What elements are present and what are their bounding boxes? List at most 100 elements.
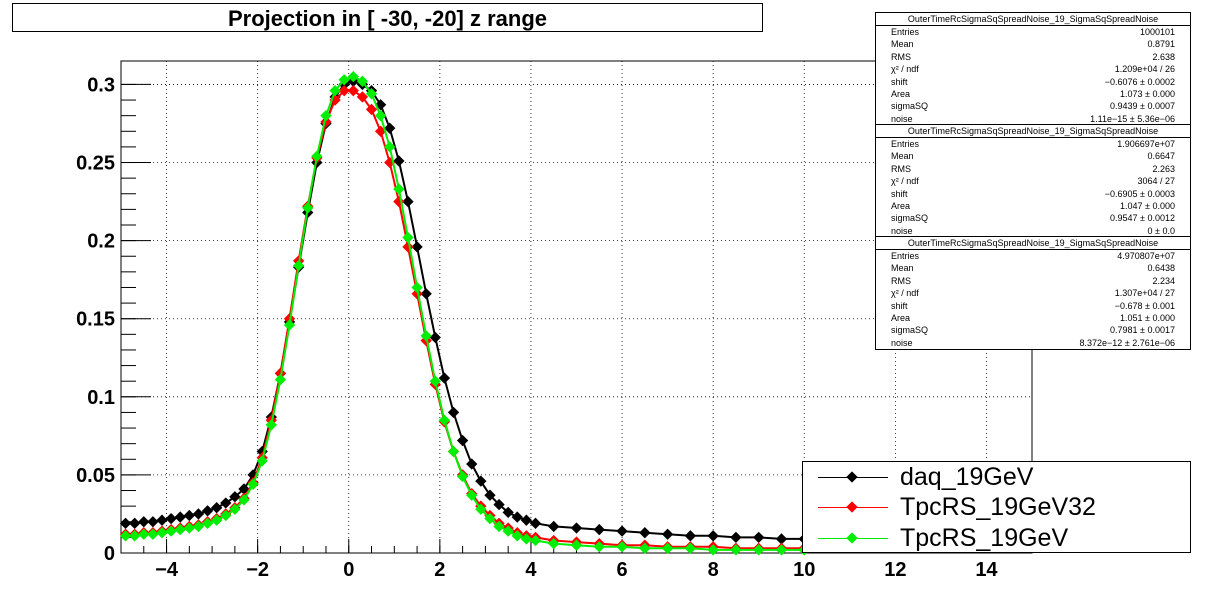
stats-row: Mean 0.6438 bbox=[876, 262, 1190, 274]
data-point bbox=[456, 434, 469, 447]
stats-value: 1.307e+04 / 27 bbox=[1114, 288, 1175, 299]
data-point bbox=[138, 516, 150, 528]
y-tick-label: 0.05 bbox=[76, 465, 115, 487]
x-tick-label: 10 bbox=[793, 559, 815, 581]
stats-value: −0.678 ± 0.001 bbox=[1114, 300, 1175, 311]
data-point bbox=[707, 544, 719, 556]
data-point bbox=[292, 259, 305, 272]
data-point bbox=[511, 511, 523, 523]
stats-value: 1.047 ± 0.000 bbox=[1120, 200, 1175, 211]
stats-row: Area 1.051 ± 0.000 bbox=[876, 312, 1190, 324]
stats-key: Entries bbox=[891, 251, 920, 261]
stats-row: Entries 1000101 bbox=[876, 26, 1190, 38]
stats-box: OuterTimeRcSigmaSqSpreadNoise_19_SigmaSq… bbox=[875, 12, 1191, 127]
data-point bbox=[593, 541, 605, 553]
y-tick-label: 0 bbox=[104, 543, 115, 565]
stats-key: Area bbox=[891, 312, 911, 323]
stats-row: RMS 2.234 bbox=[876, 275, 1190, 287]
data-point bbox=[229, 503, 241, 515]
data-point bbox=[138, 528, 150, 540]
data-point bbox=[456, 470, 469, 483]
data-point bbox=[775, 544, 788, 556]
stats-value: 3064 / 27 bbox=[1137, 176, 1175, 187]
data-point bbox=[493, 520, 505, 533]
series-layer bbox=[119, 70, 810, 556]
stats-row: χ² / ndf 1.307e+04 / 27 bbox=[876, 287, 1190, 299]
stats-key: sigmaSQ bbox=[891, 213, 929, 224]
y-tick-label: 0.3 bbox=[87, 74, 115, 96]
data-point bbox=[753, 531, 765, 544]
data-point bbox=[238, 494, 250, 506]
stats-row: Mean 0.8791 bbox=[876, 38, 1190, 50]
stats-key: Area bbox=[891, 200, 911, 211]
data-point bbox=[570, 539, 583, 551]
x-tick-label: 8 bbox=[708, 559, 719, 581]
stats-value: 1000101 bbox=[1139, 27, 1175, 37]
data-point bbox=[220, 497, 232, 509]
data-point bbox=[411, 281, 423, 294]
stats-value: −0.6076 ± 0.0002 bbox=[1104, 76, 1175, 87]
stats-key: Mean bbox=[891, 39, 914, 50]
stats-key: shift bbox=[891, 188, 908, 199]
stats-row: χ² / ndf 1.209e+04 / 26 bbox=[876, 63, 1190, 75]
data-point bbox=[570, 522, 583, 534]
stats-row: noise 8.372e−12 ± 2.761e−06 bbox=[876, 337, 1190, 349]
data-point bbox=[420, 330, 432, 342]
data-point bbox=[183, 522, 195, 534]
data-point bbox=[174, 523, 186, 536]
data-point bbox=[639, 527, 651, 539]
legend-label: daq_19GeV bbox=[900, 463, 1034, 491]
data-point bbox=[402, 231, 414, 244]
data-point bbox=[156, 527, 168, 539]
stats-row: sigmaSQ 0.7981 ± 0.0017 bbox=[876, 324, 1190, 336]
data-point bbox=[616, 525, 628, 537]
stats-key: Area bbox=[891, 88, 911, 99]
stats-value: 1.209e+04 / 26 bbox=[1114, 64, 1175, 75]
stats-key: RMS bbox=[891, 163, 911, 174]
data-point bbox=[274, 373, 287, 386]
stats-value: 4.970807e+07 bbox=[1117, 251, 1175, 261]
data-point bbox=[174, 511, 186, 523]
stats-key: χ² / ndf bbox=[891, 176, 919, 187]
data-point bbox=[165, 525, 177, 537]
stats-value: 0.6647 bbox=[1147, 151, 1175, 162]
stats-key: χ² / ndf bbox=[891, 64, 919, 75]
data-point bbox=[466, 458, 478, 470]
data-point bbox=[438, 372, 451, 384]
y-tick-label: 0.15 bbox=[76, 309, 115, 331]
legend-label: TpcRS_19GeV32 bbox=[900, 493, 1096, 521]
stats-value: −0.6905 ± 0.0003 bbox=[1104, 188, 1175, 199]
stats-row: noise 0 ± 0.0 bbox=[876, 225, 1190, 237]
stats-key: Mean bbox=[891, 263, 914, 274]
data-point bbox=[201, 505, 214, 517]
stats-value: 1.073 ± 0.000 bbox=[1120, 88, 1175, 99]
stats-key: RMS bbox=[891, 275, 911, 286]
data-point bbox=[384, 122, 396, 134]
data-point bbox=[775, 533, 788, 545]
stats-key: χ² / ndf bbox=[891, 288, 919, 299]
stats-key: sigmaSQ bbox=[891, 101, 929, 112]
stats-box: OuterTimeRcSigmaSqSpreadNoise_19_SigmaSq… bbox=[875, 124, 1191, 239]
stats-value: 2.263 bbox=[1152, 163, 1175, 174]
stats-value: 0.8791 bbox=[1147, 39, 1175, 50]
legend-item-tpcrs32: TpcRS_19GeV32 bbox=[803, 492, 1190, 522]
data-point bbox=[429, 331, 441, 344]
data-point bbox=[165, 512, 177, 525]
x-tick-label: 4 bbox=[525, 559, 537, 581]
series-line bbox=[125, 80, 805, 540]
legend-label: TpcRS_19GeV bbox=[900, 524, 1069, 552]
data-point bbox=[730, 531, 742, 544]
tick-labels: −4 −2 0 2 4 6 8 10 12 14 0 0.05 0.1 0.15 0.2 0.25 0.3 bbox=[76, 74, 998, 581]
data-point bbox=[548, 537, 560, 550]
stats-row: shift −0.678 ± 0.001 bbox=[876, 300, 1190, 312]
stats-key: RMS bbox=[891, 51, 911, 62]
stats-row: shift −0.6076 ± 0.0002 bbox=[876, 76, 1190, 88]
data-point bbox=[402, 195, 414, 208]
data-point bbox=[475, 503, 487, 515]
data-point bbox=[661, 528, 674, 540]
data-point bbox=[302, 202, 314, 214]
stats-row: noise 1.11e−15 ± 5.36e−06 bbox=[876, 113, 1190, 125]
legend-marker bbox=[846, 532, 858, 544]
data-point bbox=[466, 489, 478, 501]
